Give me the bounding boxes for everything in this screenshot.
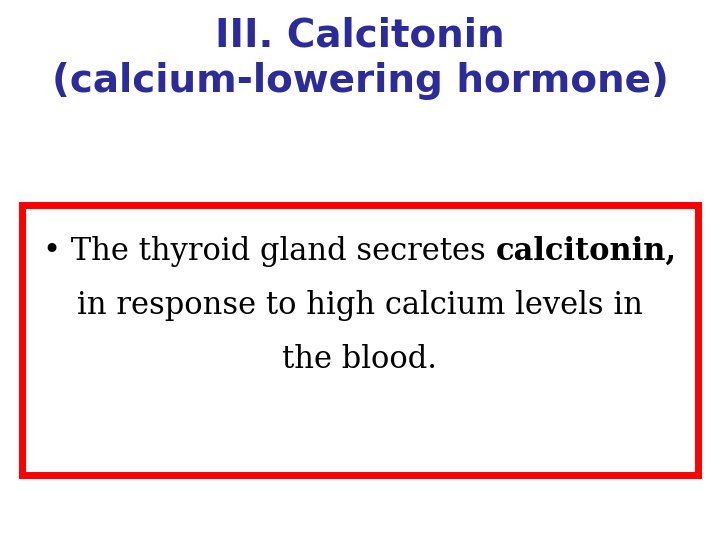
Text: calcitonin,: calcitonin, [495, 235, 677, 267]
Text: in response to high calcium levels in: in response to high calcium levels in [77, 289, 643, 321]
Text: the blood.: the blood. [282, 343, 438, 375]
Text: • The thyroid gland secretes: • The thyroid gland secretes [43, 235, 495, 267]
Bar [22, 205, 698, 475]
Text: III. Calcitonin
(calcium-lowering hormone): III. Calcitonin (calcium-lowering hormon… [52, 16, 668, 100]
